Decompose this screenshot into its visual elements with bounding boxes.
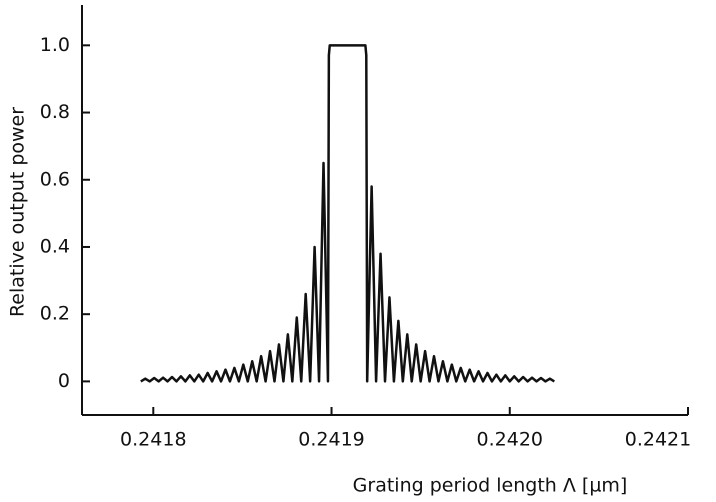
y-tick-label: 0 [58,370,70,392]
y-tick-label: 0.8 [40,101,70,123]
y-axis-label: Relative output power [7,107,29,317]
x-tick-label: 0.2418 [120,429,186,451]
x-tick-label: 0.2420 [477,429,543,451]
y-tick-label: 0.4 [40,235,70,257]
y-tick-label: 0.2 [40,303,70,325]
x-tick-label: 0.2419 [298,429,364,451]
y-tick-label: 1.0 [40,34,70,56]
y-tick-label: 0.6 [40,168,70,190]
data-line [140,44,555,383]
x-axis-label: Grating period length Λ [µm] [353,475,628,497]
x-tick-label: 0.2421 [625,429,691,451]
